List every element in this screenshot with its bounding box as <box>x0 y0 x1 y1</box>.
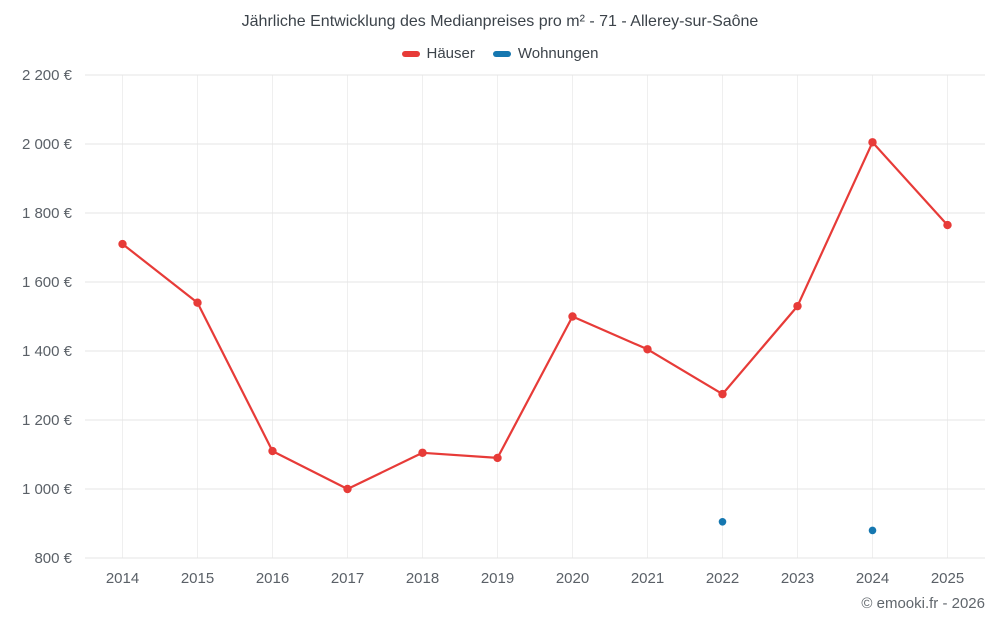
series-line-0 <box>121 141 949 491</box>
y-axis-tick-label: 1 000 € <box>22 481 73 498</box>
series-point-0 <box>718 389 727 399</box>
x-axis-tick-label: 2014 <box>106 570 139 587</box>
x-axis-tick-label: 2021 <box>631 570 664 587</box>
x-axis-tick-label: 2022 <box>706 570 739 587</box>
hauser-series-swatch-icon <box>401 50 420 57</box>
x-axis-tick-label: 2015 <box>181 570 214 587</box>
x-axis-tick-label: 2017 <box>331 570 364 587</box>
y-axis-tick-label: 2 000 € <box>22 136 73 153</box>
legend-item-hauser[interactable]: Häuser <box>401 45 475 62</box>
series-point-0 <box>643 345 652 354</box>
series-point-1 <box>868 526 877 535</box>
series-point-1 <box>718 517 727 526</box>
y-axis-tick-label: 1 800 € <box>22 205 73 222</box>
series-point-0 <box>868 138 877 147</box>
y-axis-tick-label: 1 600 € <box>22 274 73 291</box>
series-point-0 <box>418 448 427 457</box>
x-axis-tick-label: 2020 <box>556 570 589 587</box>
x-axis-tick-label: 2025 <box>931 570 964 587</box>
y-axis-tick-label: 1 200 € <box>22 412 73 429</box>
legend-label-wohnungen: Wohnungen <box>517 45 599 62</box>
footer-credit: © emooki.fr - 2026 <box>861 595 985 612</box>
series-point-0 <box>568 312 577 321</box>
x-axis-tick-label: 2024 <box>856 570 889 587</box>
x-axis-tick-label: 2016 <box>256 570 289 587</box>
chart-title: Jährliche Entwicklung des Medianpreises … <box>241 13 759 30</box>
y-axis-tick-label: 2 200 € <box>22 67 73 84</box>
chart-legend: Häuser Wohnungen <box>0 45 1000 62</box>
series-point-0 <box>793 301 802 311</box>
series-point-0 <box>118 239 127 249</box>
y-axis-tick-label: 1 400 € <box>22 343 73 360</box>
series-point-0 <box>268 446 277 456</box>
series-point-0 <box>343 484 352 494</box>
series-point-0 <box>943 220 952 230</box>
legend-label-hauser: Häuser <box>426 45 475 62</box>
x-axis-tick-label: 2023 <box>781 570 814 587</box>
series-point-0 <box>493 453 502 463</box>
x-axis-tick-label: 2019 <box>481 570 514 587</box>
y-axis-tick-label: 800 € <box>34 550 72 567</box>
legend-item-wohnungen[interactable]: Wohnungen <box>492 45 599 62</box>
series-point-0 <box>193 298 202 307</box>
x-axis-tick-label: 2018 <box>406 570 439 587</box>
wohnungen-series-swatch-icon <box>492 50 511 57</box>
